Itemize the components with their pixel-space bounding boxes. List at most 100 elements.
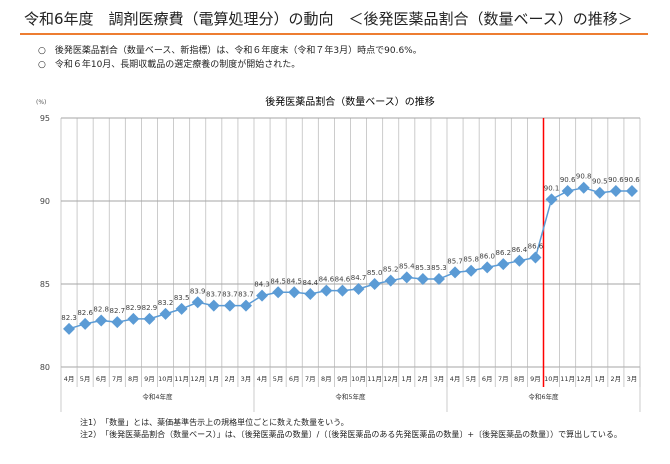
data-label: 83.7 <box>206 291 222 299</box>
x-tick-label: 10月 <box>158 375 173 383</box>
y-tick-label: 80 <box>40 363 50 372</box>
x-tick-label: 11月 <box>560 375 575 383</box>
data-point <box>497 258 510 271</box>
x-tick-label: 1月 <box>208 375 219 383</box>
data-point <box>207 299 220 312</box>
x-tick-label: 5月 <box>466 375 477 383</box>
x-tick-label: 1月 <box>401 375 412 383</box>
x-tick-label: 8月 <box>514 375 525 383</box>
x-group-label: 令和5年度 <box>335 392 366 401</box>
data-label: 90.6 <box>624 176 640 184</box>
note-1: 注1） 「数量」とは、薬価基準告示上の規格単位ごとに数えた数量をいう。 <box>80 418 349 427</box>
data-label: 85.7 <box>447 257 463 265</box>
data-point <box>529 251 542 264</box>
x-tick-label: 2月 <box>611 375 622 383</box>
data-label: 85.4 <box>399 262 415 270</box>
data-point <box>577 181 590 194</box>
data-point <box>63 322 76 335</box>
data-point <box>561 185 574 198</box>
data-label: 90.1 <box>544 184 560 192</box>
x-tick-label: 9月 <box>337 375 348 383</box>
x-tick-label: 3月 <box>434 375 445 383</box>
note-2: 注2） 「後発医薬品割合（数量ベース）」は、〔後発医薬品の数量〕/（〔後発医薬品… <box>80 430 622 439</box>
data-point <box>143 312 156 325</box>
data-label: 85.8 <box>463 256 479 264</box>
data-point <box>111 316 124 329</box>
x-tick-label: 6月 <box>96 375 107 383</box>
data-label: 85.0 <box>367 269 383 277</box>
data-point <box>449 266 462 279</box>
data-label: 82.3 <box>61 314 77 322</box>
data-label: 82.8 <box>93 306 109 314</box>
x-tick-label: 4月 <box>450 375 461 383</box>
data-point <box>481 261 494 274</box>
data-point <box>256 289 269 302</box>
data-label: 83.2 <box>158 299 174 307</box>
data-label: 84.5 <box>270 277 286 285</box>
data-label: 82.9 <box>126 304 142 312</box>
y-tick-label: 85 <box>40 280 50 289</box>
x-group-label: 令和6年度 <box>528 392 559 401</box>
x-tick-label: 4月 <box>257 375 268 383</box>
data-point <box>320 284 333 297</box>
x-tick-label: 6月 <box>289 375 300 383</box>
bullet-1: ○ 後発医薬品割合（数量ベース、新指標）は、令和６年度末（令和７年3月）時点で9… <box>38 46 422 56</box>
data-point <box>465 264 478 277</box>
data-label: 84.5 <box>286 277 302 285</box>
x-tick-label: 3月 <box>627 375 638 383</box>
data-point <box>432 273 445 286</box>
data-point <box>513 254 526 267</box>
title-underline <box>20 33 648 35</box>
data-label: 85.3 <box>431 264 447 272</box>
data-label: 90.6 <box>560 176 576 184</box>
data-label: 84.6 <box>319 276 335 284</box>
x-tick-label: 7月 <box>305 375 316 383</box>
data-point <box>288 286 301 299</box>
data-label: 86.0 <box>479 252 495 260</box>
x-tick-label: 6月 <box>482 375 493 383</box>
data-point <box>352 282 365 295</box>
y-axis-unit: (%) <box>36 99 46 106</box>
data-label: 83.5 <box>174 294 190 302</box>
x-tick-label: 2月 <box>418 375 429 383</box>
x-tick-label: 1月 <box>594 375 605 383</box>
x-tick-label: 7月 <box>498 375 509 383</box>
data-label: 82.6 <box>77 309 93 317</box>
y-tick-label: 90 <box>40 197 50 206</box>
data-point <box>416 273 429 286</box>
page-title: 令和6年度 調剤医療費（電算処理分）の動向 ＜後発医薬品割合（数量ベース）の推移… <box>24 10 633 28</box>
data-label: 83.7 <box>222 291 238 299</box>
data-label: 83.9 <box>190 287 206 295</box>
data-point <box>175 302 188 315</box>
data-label: 82.7 <box>109 307 125 315</box>
data-point <box>336 284 349 297</box>
summary-bullets: ○ 後発医薬品割合（数量ベース、新指標）は、令和６年度末（令和７年3月）時点で9… <box>38 44 422 72</box>
x-tick-label: 8月 <box>321 375 332 383</box>
x-tick-label: 10月 <box>544 375 559 383</box>
data-point <box>400 271 413 284</box>
data-point <box>95 314 108 327</box>
x-tick-label: 8月 <box>128 375 139 383</box>
data-label: 83.7 <box>238 291 254 299</box>
data-label: 84.3 <box>254 281 270 289</box>
x-tick-label: 7月 <box>112 375 123 383</box>
x-tick-label: 2月 <box>225 375 236 383</box>
data-label: 86.4 <box>512 246 528 254</box>
x-tick-label: 9月 <box>530 375 541 383</box>
data-point <box>384 274 397 287</box>
data-label: 90.8 <box>576 173 592 181</box>
data-point <box>79 317 92 330</box>
x-tick-label: 3月 <box>241 375 252 383</box>
data-point <box>593 186 606 199</box>
data-label: 86.2 <box>495 249 511 257</box>
x-tick-label: 5月 <box>273 375 284 383</box>
footnotes: 注1） 「数量」とは、薬価基準告示上の規格単位ごとに数えた数量をいう。 注2） … <box>80 417 622 441</box>
x-tick-label: 5月 <box>80 375 91 383</box>
data-label: 84.6 <box>335 276 351 284</box>
x-tick-label: 12月 <box>576 375 591 383</box>
chart-title: 後発医薬品割合（数量ベース）の推移 <box>265 95 435 108</box>
x-tick-label: 4月 <box>64 375 75 383</box>
data-point <box>368 278 381 290</box>
